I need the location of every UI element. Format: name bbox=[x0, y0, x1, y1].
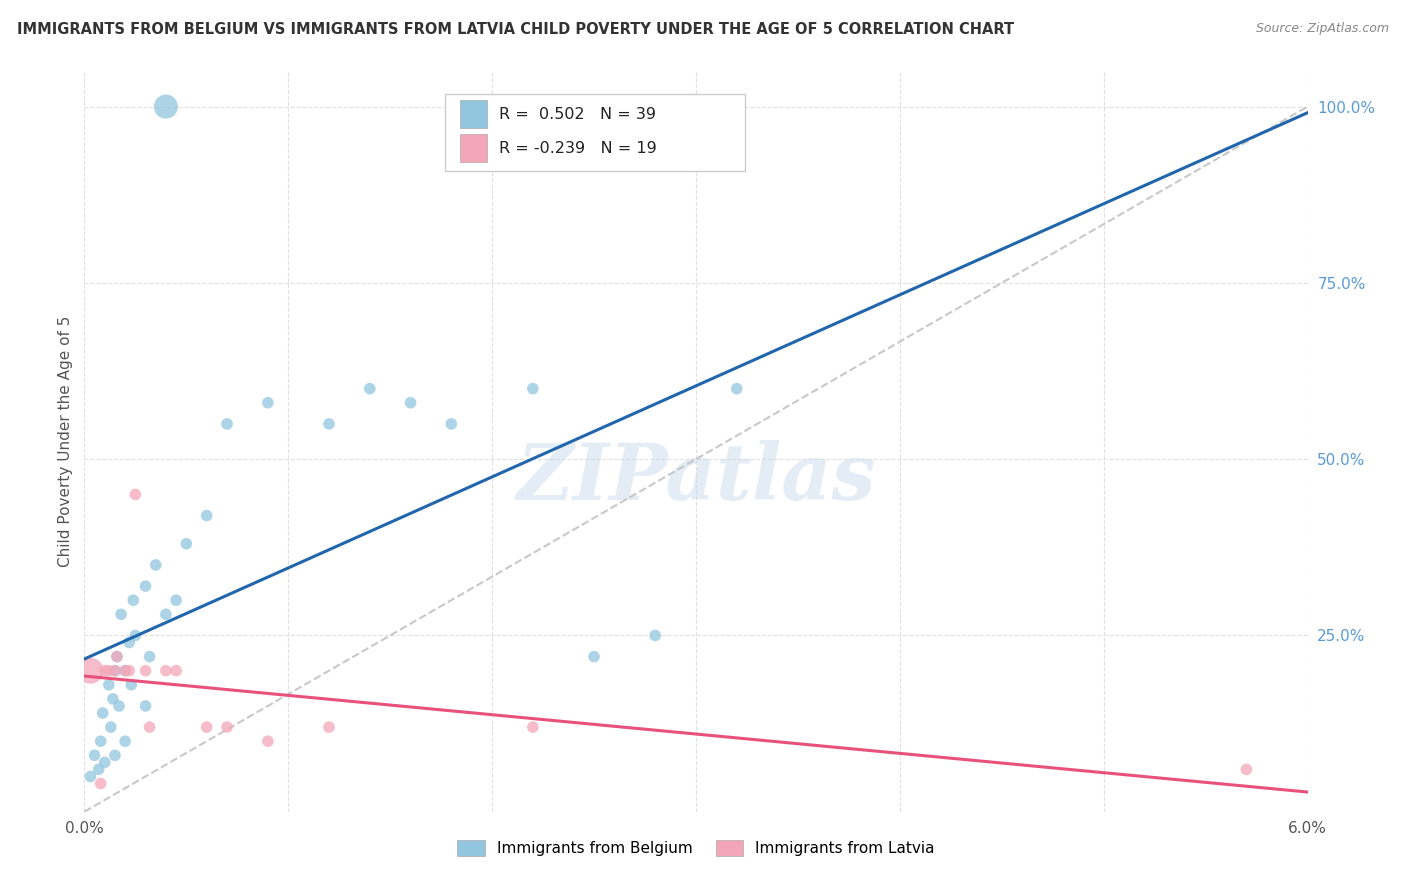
Text: ZIPatlas: ZIPatlas bbox=[516, 441, 876, 516]
Point bbox=[101, 692, 124, 706]
Point bbox=[135, 664, 157, 678]
Text: R = -0.239   N = 19: R = -0.239 N = 19 bbox=[499, 141, 657, 156]
Text: R =  0.502   N = 39: R = 0.502 N = 39 bbox=[499, 107, 657, 122]
Point bbox=[97, 678, 120, 692]
Point bbox=[217, 417, 239, 431]
Point bbox=[104, 664, 127, 678]
Point bbox=[165, 664, 187, 678]
Point bbox=[138, 649, 160, 664]
Point bbox=[93, 664, 117, 678]
Point bbox=[93, 756, 117, 770]
Point bbox=[114, 664, 136, 678]
Point bbox=[583, 649, 606, 664]
Point bbox=[155, 607, 177, 622]
Text: IMMIGRANTS FROM BELGIUM VS IMMIGRANTS FROM LATVIA CHILD POVERTY UNDER THE AGE OF: IMMIGRANTS FROM BELGIUM VS IMMIGRANTS FR… bbox=[17, 22, 1014, 37]
Point bbox=[195, 720, 218, 734]
Point bbox=[105, 649, 128, 664]
Point bbox=[79, 664, 101, 678]
Text: Source: ZipAtlas.com: Source: ZipAtlas.com bbox=[1256, 22, 1389, 36]
FancyBboxPatch shape bbox=[460, 135, 486, 162]
Point bbox=[104, 664, 127, 678]
Point bbox=[359, 382, 381, 396]
Point bbox=[105, 649, 128, 664]
Point bbox=[155, 100, 177, 114]
Point bbox=[644, 628, 666, 642]
Point bbox=[135, 579, 157, 593]
Point bbox=[145, 558, 167, 572]
Point bbox=[399, 396, 422, 410]
Point bbox=[79, 769, 101, 783]
Point bbox=[91, 706, 114, 720]
Point bbox=[90, 776, 112, 790]
Point bbox=[195, 508, 218, 523]
Point bbox=[257, 396, 280, 410]
Point bbox=[90, 734, 112, 748]
Point bbox=[110, 607, 132, 622]
Point bbox=[124, 628, 146, 642]
Point bbox=[114, 734, 136, 748]
FancyBboxPatch shape bbox=[460, 100, 486, 128]
Point bbox=[318, 417, 340, 431]
Point bbox=[120, 678, 142, 692]
Point bbox=[97, 664, 120, 678]
Point bbox=[104, 748, 127, 763]
Point bbox=[318, 720, 340, 734]
Point bbox=[155, 664, 177, 678]
Point bbox=[108, 698, 131, 713]
Point bbox=[118, 635, 141, 649]
Point bbox=[725, 382, 748, 396]
Point bbox=[176, 537, 198, 551]
Point bbox=[114, 664, 136, 678]
Legend: Immigrants from Belgium, Immigrants from Latvia: Immigrants from Belgium, Immigrants from… bbox=[457, 840, 935, 856]
Point bbox=[118, 664, 141, 678]
Point bbox=[217, 720, 239, 734]
Point bbox=[87, 763, 110, 777]
Point bbox=[83, 748, 105, 763]
Point bbox=[440, 417, 463, 431]
FancyBboxPatch shape bbox=[446, 94, 745, 171]
Point bbox=[135, 698, 157, 713]
Point bbox=[138, 720, 160, 734]
Point bbox=[522, 720, 544, 734]
Point bbox=[165, 593, 187, 607]
Point bbox=[257, 734, 280, 748]
Point bbox=[1236, 763, 1258, 777]
Point bbox=[124, 487, 146, 501]
Point bbox=[100, 720, 122, 734]
Point bbox=[122, 593, 145, 607]
Y-axis label: Child Poverty Under the Age of 5: Child Poverty Under the Age of 5 bbox=[58, 316, 73, 567]
Point bbox=[522, 382, 544, 396]
